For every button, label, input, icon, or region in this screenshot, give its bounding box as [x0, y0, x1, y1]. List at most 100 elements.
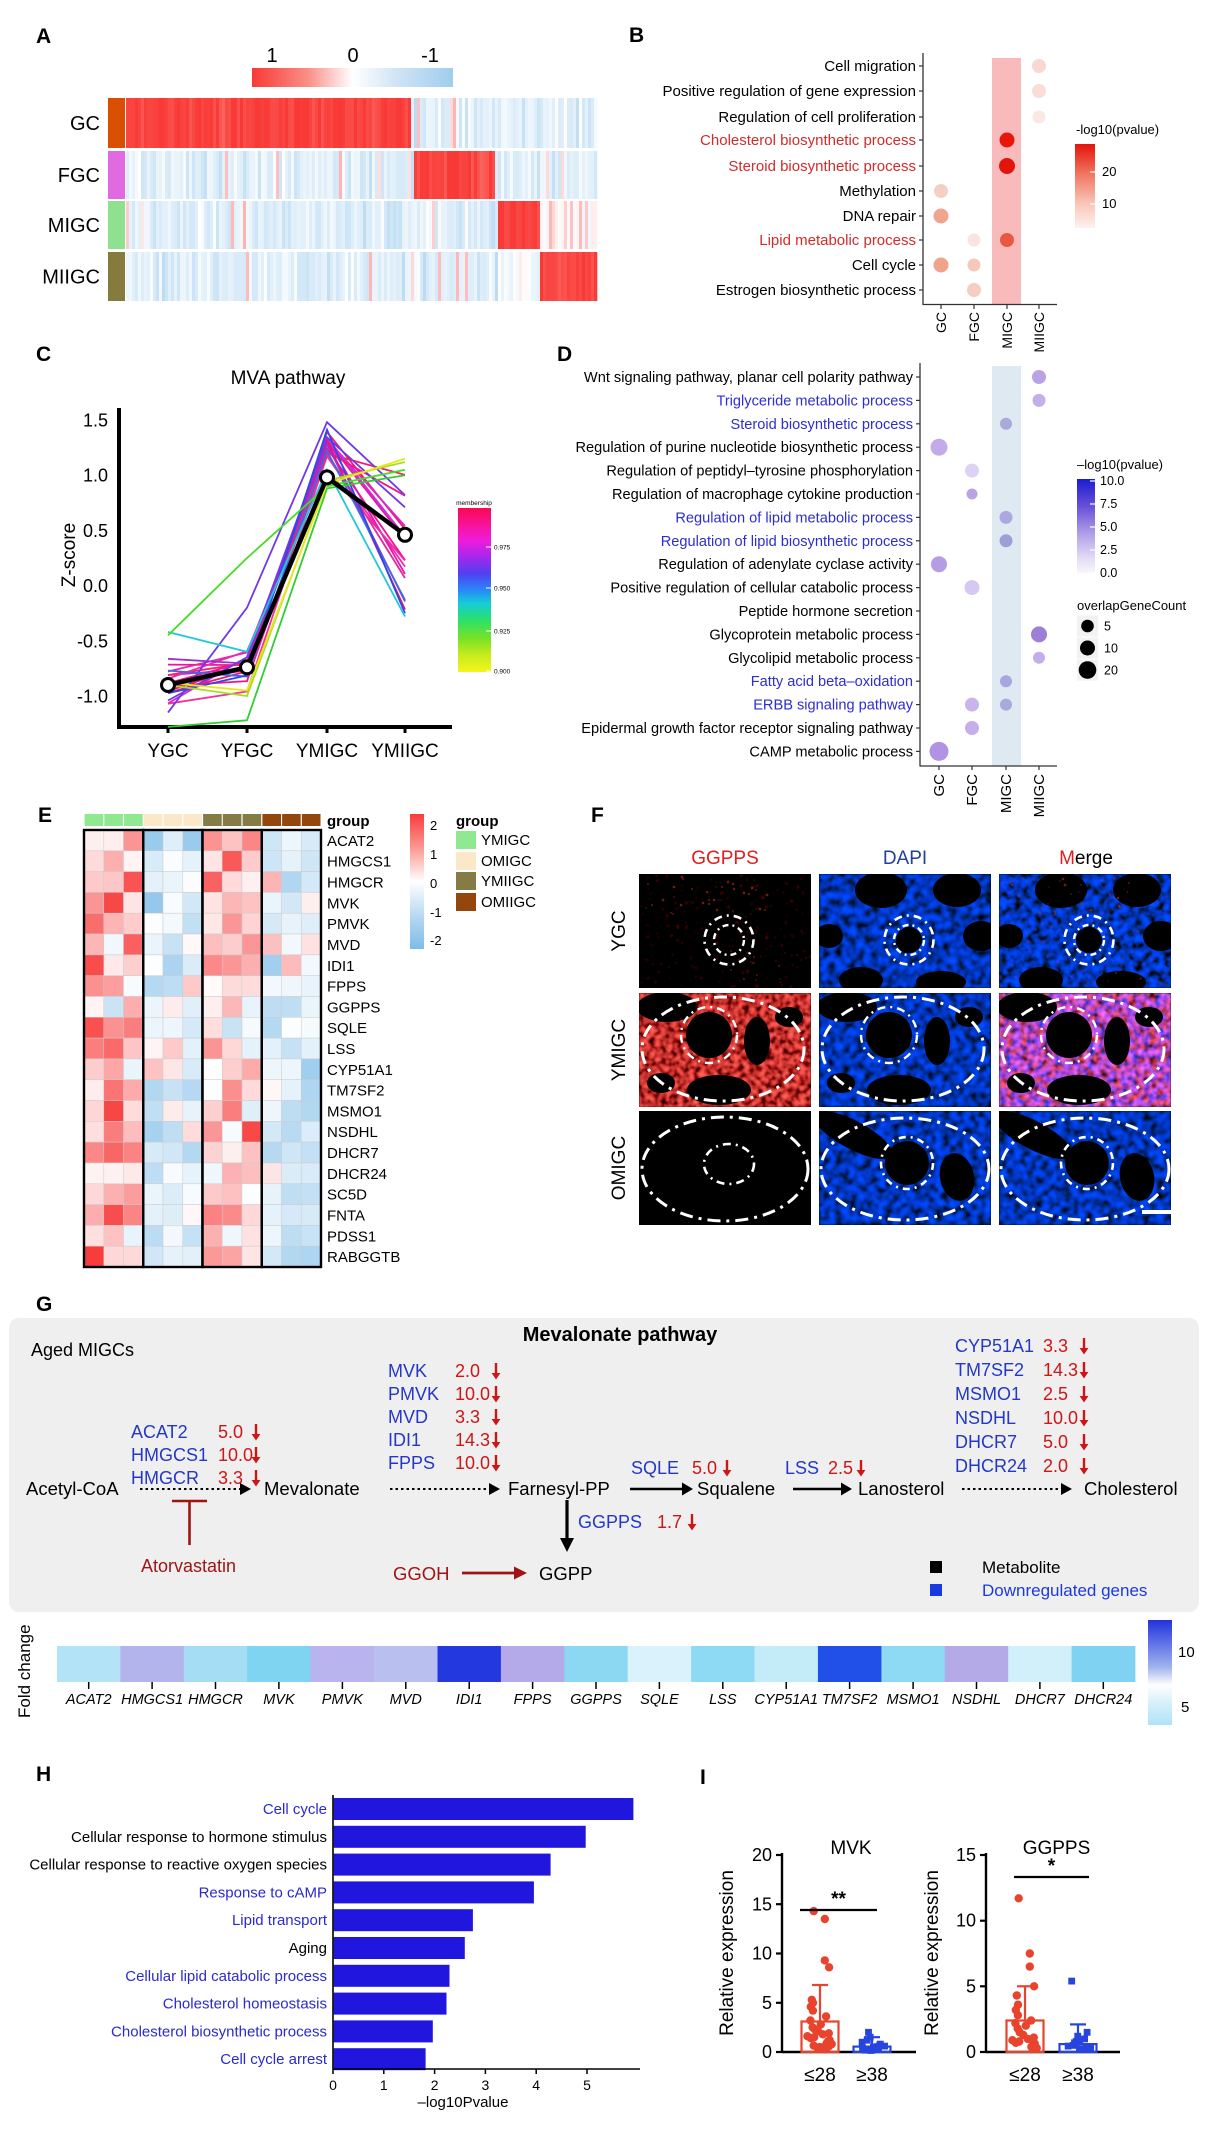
svg-text:Peptide hormone secretion: Peptide hormone secretion	[739, 604, 913, 620]
svg-text:Relative expression: Relative expression	[922, 1870, 943, 2036]
svg-text:Cellular lipid catabolic proce: Cellular lipid catabolic process	[125, 1968, 327, 1985]
svg-text:10.0: 10.0	[455, 1453, 490, 1473]
svg-text:10: 10	[1102, 196, 1116, 211]
svg-text:2.5: 2.5	[1043, 1384, 1068, 1404]
svg-text:CYP51A1: CYP51A1	[327, 1062, 393, 1079]
svg-text:0: 0	[347, 45, 358, 67]
svg-text:YGC: YGC	[147, 741, 188, 762]
svg-text:Regulation of lipid metabolic: Regulation of lipid metabolic process	[675, 510, 913, 526]
svg-text:DHCR24: DHCR24	[955, 1456, 1027, 1476]
svg-text:HMGCS1: HMGCS1	[121, 1692, 183, 1708]
svg-text:MIIGC: MIIGC	[1031, 774, 1048, 817]
svg-text:1.5: 1.5	[83, 411, 108, 431]
svg-text:Cell cycle: Cell cycle	[263, 1801, 327, 1818]
svg-text:Cellular response to reactive: Cellular response to reactive oxygen spe…	[29, 1857, 327, 1874]
svg-text:Farnesyl-PP: Farnesyl-PP	[508, 1478, 610, 1499]
svg-text:5: 5	[583, 2077, 591, 2093]
svg-text:5: 5	[1104, 620, 1111, 634]
svg-text:15: 15	[752, 1894, 772, 1914]
svg-text:D: D	[557, 343, 572, 366]
svg-text:≤28: ≤28	[1009, 2065, 1041, 2086]
svg-text:FNTA: FNTA	[327, 1207, 365, 1224]
svg-text:10.0: 10.0	[218, 1445, 253, 1465]
svg-text:Regulation of macrophage cytok: Regulation of macrophage cytokine produc…	[612, 487, 913, 503]
svg-text:Glycoprotein metabolic process: Glycoprotein metabolic process	[709, 627, 913, 643]
svg-text:MIIGC: MIIGC	[42, 267, 100, 289]
svg-text:CYP51A1: CYP51A1	[955, 1336, 1034, 1356]
svg-text:Lipid transport: Lipid transport	[232, 1912, 328, 1929]
svg-text:FGC: FGC	[966, 312, 982, 342]
svg-text:GGOH: GGOH	[393, 1563, 450, 1584]
svg-text:1: 1	[266, 45, 277, 67]
svg-text:GGPP: GGPP	[539, 1563, 592, 1584]
svg-text:MIGC: MIGC	[998, 774, 1015, 813]
svg-text:F: F	[591, 804, 604, 827]
svg-text:14.3: 14.3	[455, 1430, 490, 1450]
svg-text:2.0: 2.0	[455, 1361, 480, 1381]
svg-text:YMIIGC: YMIIGC	[481, 873, 535, 890]
svg-text:HMGCS1: HMGCS1	[327, 854, 391, 871]
svg-text:Cell cycle: Cell cycle	[852, 257, 916, 274]
svg-text:MSMO1: MSMO1	[327, 1103, 382, 1120]
svg-text:Regulation of purine nucleotid: Regulation of purine nucleotide biosynth…	[576, 440, 914, 456]
svg-text:-1: -1	[430, 905, 442, 920]
svg-text:Metabolite: Metabolite	[982, 1558, 1060, 1577]
svg-text:YMIGC: YMIGC	[481, 832, 530, 849]
svg-text:OMIGC: OMIGC	[609, 1136, 630, 1200]
svg-text:≥38: ≥38	[1062, 2065, 1094, 2086]
svg-text:10.0: 10.0	[1100, 474, 1124, 488]
svg-text:Wnt signaling pathway, planar: Wnt signaling pathway, planar cell polar…	[584, 370, 914, 386]
svg-text:ACAT2: ACAT2	[327, 833, 374, 850]
svg-text:ERBB signaling pathway: ERBB signaling pathway	[753, 698, 914, 714]
svg-text:Aging: Aging	[289, 1940, 327, 1957]
svg-text:MSMO1: MSMO1	[955, 1384, 1021, 1404]
svg-text:3: 3	[482, 2077, 490, 2093]
svg-text:≥38: ≥38	[856, 2065, 888, 2086]
svg-text:5: 5	[966, 1976, 976, 1996]
svg-text:14.3: 14.3	[1043, 1360, 1078, 1380]
svg-text:DAPI: DAPI	[883, 848, 927, 869]
svg-text:Acetyl-CoA: Acetyl-CoA	[26, 1478, 119, 1499]
svg-text:Downregulated genes: Downregulated genes	[982, 1581, 1147, 1600]
svg-text:MVD: MVD	[327, 937, 361, 954]
svg-text:1: 1	[380, 2077, 388, 2093]
svg-text:Aged MIGCs: Aged MIGCs	[31, 1340, 134, 1360]
svg-text:FGC: FGC	[58, 165, 100, 187]
svg-text:Steroid biosynthetic process: Steroid biosynthetic process	[728, 158, 916, 175]
svg-text:IDI1: IDI1	[327, 958, 355, 975]
svg-text:HMGCR: HMGCR	[327, 875, 384, 892]
svg-text:1.7: 1.7	[657, 1512, 682, 1532]
svg-text:LSS: LSS	[709, 1692, 737, 1708]
svg-text:SQLE: SQLE	[640, 1692, 679, 1708]
svg-text:FPPS: FPPS	[388, 1453, 435, 1473]
svg-text:YGC: YGC	[609, 910, 630, 951]
svg-text:2.0: 2.0	[1043, 1456, 1068, 1476]
svg-text:MVD: MVD	[388, 1407, 428, 1427]
svg-text:5: 5	[762, 1993, 772, 2013]
svg-text:3.3: 3.3	[455, 1407, 480, 1427]
svg-text:PDSS1: PDSS1	[327, 1228, 376, 1245]
svg-text:DHCR24: DHCR24	[1074, 1692, 1132, 1708]
svg-text:0.5: 0.5	[83, 521, 108, 541]
svg-text:Cell migration: Cell migration	[824, 58, 916, 75]
svg-text:MIGC: MIGC	[48, 215, 100, 237]
svg-text:5.0: 5.0	[692, 1458, 717, 1478]
svg-text:MIIGC: MIIGC	[1031, 312, 1047, 352]
svg-text:Atorvastatin: Atorvastatin	[141, 1556, 236, 1576]
svg-text:*: *	[1048, 1856, 1056, 1877]
svg-text:0.0: 0.0	[83, 576, 108, 596]
svg-text:0: 0	[430, 876, 437, 891]
svg-text:10: 10	[1178, 1644, 1195, 1661]
svg-text:Cellular response to hormone s: Cellular response to hormone stimulus	[71, 1829, 327, 1846]
svg-text:10: 10	[1104, 642, 1118, 656]
svg-text:OMIGC: OMIGC	[481, 853, 532, 870]
svg-text:15: 15	[956, 1845, 976, 1865]
svg-text:Relative expression: Relative expression	[717, 1870, 738, 2036]
svg-text:A: A	[36, 25, 51, 48]
svg-text:2: 2	[430, 818, 437, 833]
svg-text:0.0: 0.0	[1100, 566, 1117, 580]
svg-text:DHCR7: DHCR7	[1015, 1692, 1066, 1708]
svg-text:Regulation of peptidyl–tyrosin: Regulation of peptidyl–tyrosine phosphor…	[606, 464, 913, 480]
svg-text:Positive regulation of cellula: Positive regulation of cellular cataboli…	[610, 581, 913, 597]
svg-text:PMVK: PMVK	[327, 916, 370, 933]
